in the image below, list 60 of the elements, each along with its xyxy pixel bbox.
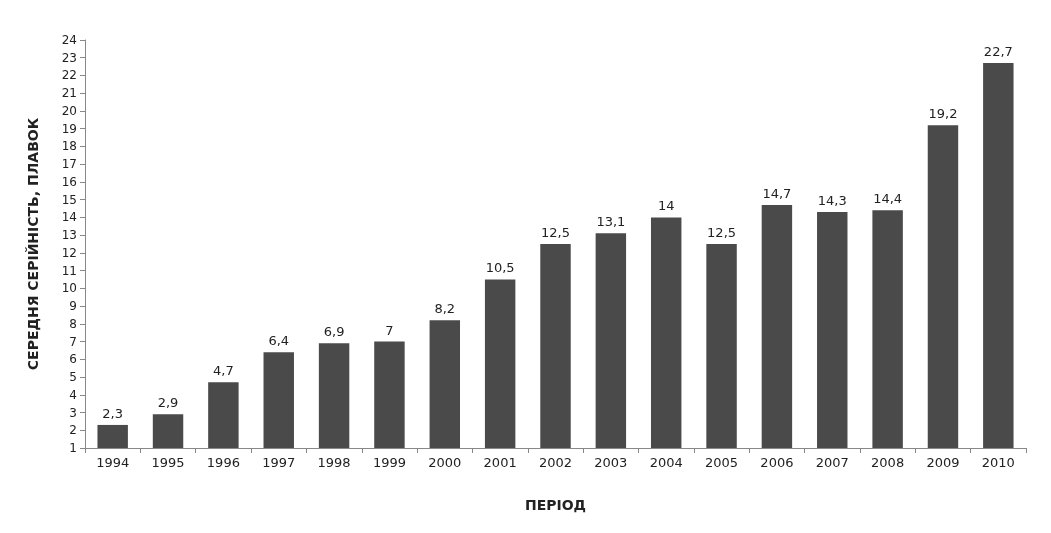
x-tick-label: 2008	[871, 455, 905, 470]
data-label: 12,5	[541, 225, 570, 240]
x-tick-label: 2007	[815, 455, 849, 470]
data-label: 2,3	[102, 405, 124, 421]
data-label: 19,2	[928, 106, 958, 122]
y-tick-label: 19	[61, 121, 77, 136]
data-label: 14	[657, 198, 675, 214]
data-label: 7	[385, 322, 394, 338]
y-tick-label: 1	[69, 441, 77, 455]
y-tick-label: 11	[61, 263, 77, 278]
data-label: 12,5	[707, 225, 737, 240]
y-tick-label: 6	[69, 352, 77, 367]
data-label: 14,4	[873, 191, 903, 207]
y-axis-title: СЕРЕДНЯ СЕРІЙНІСТЬ, ПЛАВОК	[25, 117, 41, 371]
y-tick-label: 13	[61, 228, 77, 243]
x-tick-label: 2002	[538, 455, 573, 470]
y-tick-label: 2	[69, 423, 77, 438]
data-label: 22,7	[983, 44, 1013, 60]
y-tick-label: 15	[61, 192, 77, 207]
data-label: 2,9	[157, 395, 179, 411]
y-tick-label: 3	[69, 405, 77, 420]
x-tick-label: 1996	[206, 455, 240, 470]
x-tick-label: 2004	[649, 455, 683, 470]
data-label: 13,1	[596, 214, 626, 230]
data-label: 14,3	[817, 193, 847, 209]
y-tick-label: 20	[61, 103, 77, 118]
y-tick-label: 14	[61, 210, 77, 225]
y-tick-label: 22	[61, 68, 77, 83]
x-tick-label: 2000	[428, 455, 462, 470]
y-tick-label: 8	[69, 316, 77, 331]
data-label: 8,2	[434, 301, 456, 317]
data-label: 6,9	[323, 324, 345, 340]
x-tick-label: 2005	[705, 455, 739, 470]
y-tick-label: 10	[61, 281, 77, 296]
y-tick-label: 16	[61, 174, 77, 189]
x-tick-label: 2003	[594, 455, 628, 470]
y-tick-label: 23	[61, 50, 77, 65]
y-tick-label: 4	[69, 387, 77, 402]
data-label: 10,5	[485, 260, 515, 276]
data-label: 4,7	[213, 363, 234, 379]
y-tick-label: 12	[61, 245, 77, 260]
y-tick-label: 17	[61, 157, 77, 172]
x-tick-label: 1994	[96, 455, 130, 470]
x-axis-title: ПЕРІОД	[524, 497, 587, 513]
y-tick-label: 7	[69, 334, 77, 349]
x-tick-label: 1998	[317, 455, 351, 470]
x-tick-label: 1995	[151, 455, 185, 470]
y-tick-label: 21	[61, 86, 77, 101]
y-tick-label: 24	[61, 33, 77, 47]
data-label: 14,7	[762, 185, 792, 201]
y-tick-label: 18	[61, 139, 77, 154]
data-label: 6,4	[268, 333, 290, 349]
x-tick-label: 2006	[760, 455, 794, 470]
x-tick-label: 2010	[981, 455, 1015, 470]
x-tick-label: 1999	[372, 455, 406, 470]
x-tick-label: 1997	[262, 455, 296, 470]
y-tick-label: 9	[69, 299, 77, 314]
x-tick-label: 2001	[483, 455, 517, 470]
y-tick-label: 5	[69, 370, 77, 385]
x-tick-label: 2009	[926, 455, 960, 470]
